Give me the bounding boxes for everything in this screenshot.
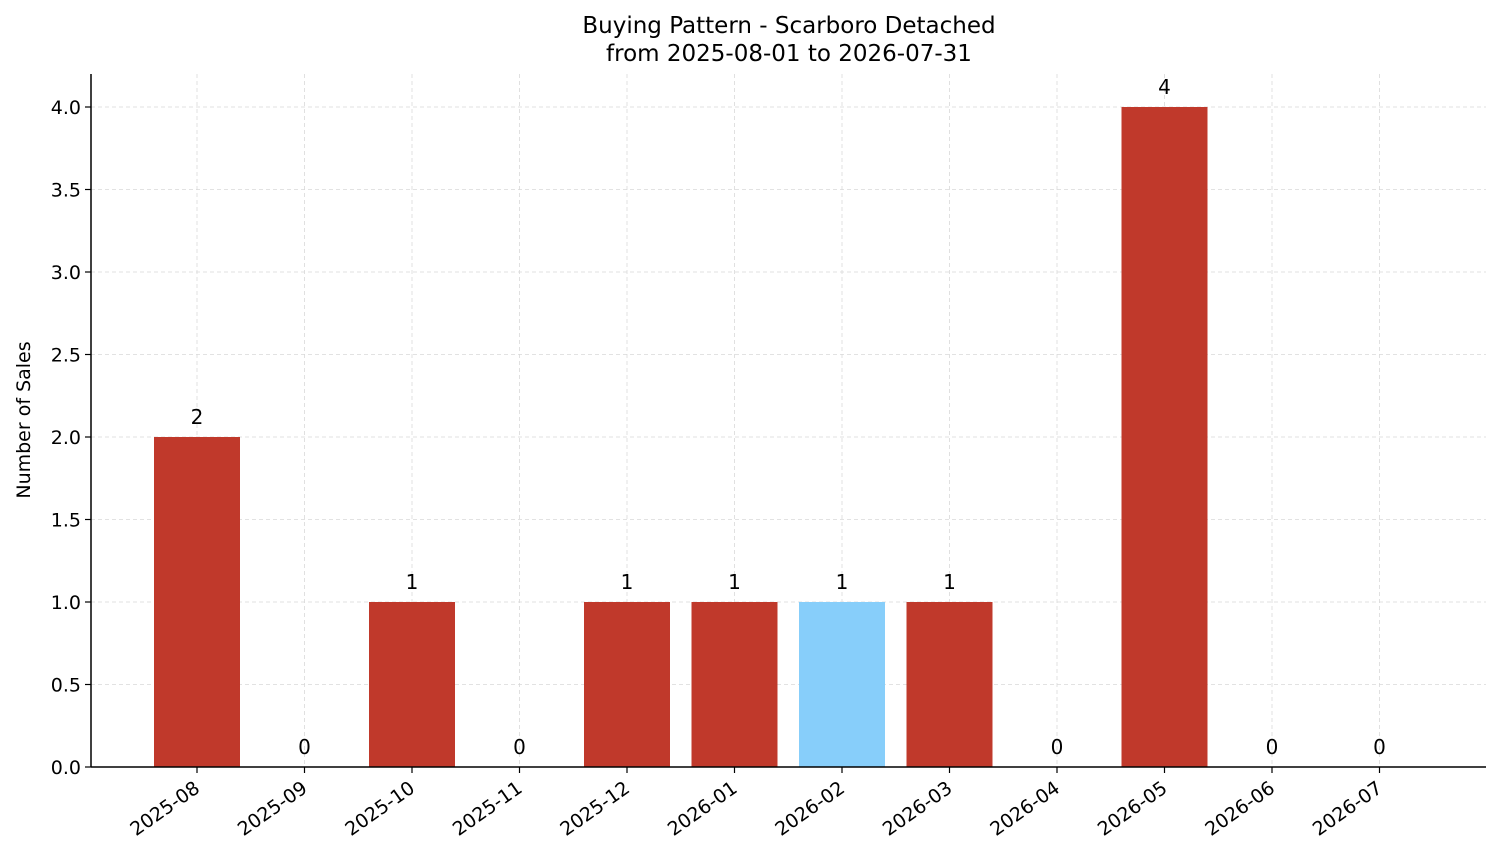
y-tick-label: 4.0 [51, 97, 81, 119]
y-tick-label: 0.5 [51, 675, 81, 697]
x-tick-label-2026-03: 2026-03 [879, 777, 957, 841]
x-tick-label-2025-09: 2025-09 [234, 777, 312, 841]
bar-2026-01 [691, 602, 778, 767]
y-tick-label: 1.5 [51, 510, 81, 532]
x-tick-label-2026-02: 2026-02 [771, 777, 849, 841]
x-tick-label-2025-08: 2025-08 [126, 777, 204, 841]
chart-title-line-2: from 2025-08-01 to 2026-07-31 [606, 41, 972, 67]
data-label-2026-05: 4 [1158, 75, 1171, 99]
bar-2025-10 [369, 602, 455, 767]
x-tick-label-2025-10: 2025-10 [341, 777, 419, 841]
bar-2025-08 [154, 437, 240, 767]
x-tick-label-2026-04: 2026-04 [986, 777, 1064, 841]
data-label-2026-07: 0 [1373, 735, 1386, 759]
data-label-2025-11: 0 [513, 735, 526, 759]
bar-2026-02 [799, 602, 885, 767]
data-label-2026-04: 0 [1051, 735, 1064, 759]
bar-2025-12 [584, 602, 670, 767]
data-labels-layer: 2 0 1 0 1 1 1 1 0 4 0 0 [191, 75, 1386, 759]
x-tick-label-2025-11: 2025-11 [449, 777, 527, 841]
bars-layer [154, 107, 1208, 767]
data-label-2025-08: 2 [191, 405, 204, 429]
grid-layer [91, 74, 1486, 768]
x-tick-label-2026-06: 2026-06 [1201, 777, 1279, 841]
x-tick-label-2026-07: 2026-07 [1309, 777, 1387, 841]
chart-title-line-1: Buying Pattern - Scarboro Detached [582, 13, 995, 39]
y-tick-label: 0.0 [51, 757, 81, 779]
y-tick-label: 3.5 [51, 180, 81, 202]
x-tick-label-2026-01: 2026-01 [664, 777, 742, 841]
x-tick-label-2025-12: 2025-12 [556, 777, 634, 841]
y-axis-label: Number of Sales [13, 341, 35, 498]
data-label-2025-12: 1 [621, 570, 634, 594]
y-tick-label: 1.0 [51, 592, 81, 614]
bar-2026-05 [1121, 107, 1208, 767]
y-tick-label: 3.0 [51, 262, 81, 284]
x-tick-label-2026-05: 2026-05 [1094, 777, 1172, 841]
data-label-2026-01: 1 [728, 570, 741, 594]
data-label-2026-03: 1 [943, 570, 956, 594]
data-label-2025-10: 1 [406, 570, 419, 594]
data-label-2025-09: 0 [298, 735, 311, 759]
data-label-2026-06: 0 [1266, 735, 1279, 759]
bar-2026-03 [906, 602, 993, 767]
y-tick-label: 2.5 [51, 345, 81, 367]
y-tick-label: 2.0 [51, 427, 81, 449]
data-label-2026-02: 1 [836, 570, 849, 594]
